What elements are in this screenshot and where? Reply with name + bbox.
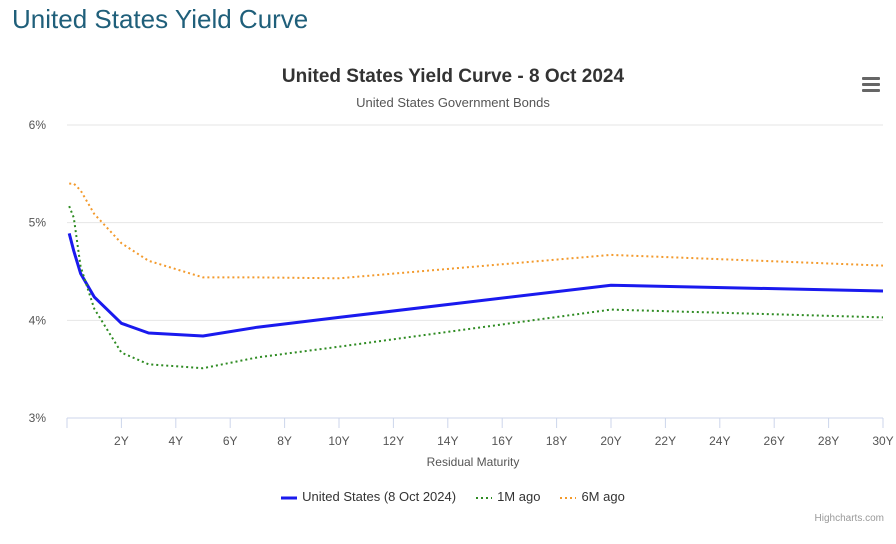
x-tick-label: 16Y [492,434,513,448]
grid-layer [67,124,883,419]
x-tick-label: 18Y [546,434,567,448]
x-tick-label: 28Y [818,434,839,448]
chart-subtitle: United States Government Bonds [356,95,550,110]
axis-layer: 3% 4% 5% 6% 2Y 4Y 6Y 8Y 10Y 12Y 14Y 16Y 18Y 20Y 22Y 24Y… [29,118,894,448]
series-line [69,182,884,280]
highcharts-credits-link[interactable]: Highcharts.com [814,513,884,524]
y-tick-label: 5% [29,216,47,230]
legend-label: 1M ago [497,489,541,504]
x-tick-label: 10Y [328,434,349,448]
x-tick-label: 22Y [655,434,676,448]
x-tick-label: 24Y [709,434,730,448]
page-heading: United States Yield Curve [12,4,309,34]
menu-bar [862,77,880,80]
x-axis-title: Residual Maturity [427,455,520,469]
x-tick-label: 4Y [168,434,183,448]
x-tick-label: 14Y [437,434,458,448]
legend-symbol [560,496,577,499]
hamburger-menu-icon[interactable] [860,77,882,97]
y-tick-label: 3% [29,411,47,425]
legend-symbol [281,496,298,500]
x-tick-label: 26Y [764,434,785,448]
x-tick-label: 30Y [872,434,893,448]
x-tick-label: 8Y [277,434,292,448]
series-line [68,205,884,370]
series-line [67,233,884,338]
legend: United States (8 Oct 2024) 1M ago 6M ago [0,489,896,504]
x-tick-label: 2Y [114,434,129,448]
x-tick-label: 12Y [383,434,404,448]
x-tick-label: 20Y [600,434,621,448]
legend-label: 6M ago [581,489,625,504]
chart-title: United States Yield Curve - 8 Oct 2024 [281,66,625,87]
menu-bar [862,89,880,92]
legend-label: United States (8 Oct 2024) [302,489,457,504]
legend-symbol [476,496,493,499]
y-tick-label: 6% [29,118,47,132]
y-tick-label: 4% [29,313,47,327]
menu-bar [862,83,880,86]
legend-item[interactable]: 1M ago [476,489,540,504]
series-layer [67,182,884,370]
legend-item[interactable]: United States (8 Oct 2024) [281,489,456,504]
x-tick-label: 6Y [223,434,238,448]
legend-item[interactable]: 6M ago [560,489,625,504]
